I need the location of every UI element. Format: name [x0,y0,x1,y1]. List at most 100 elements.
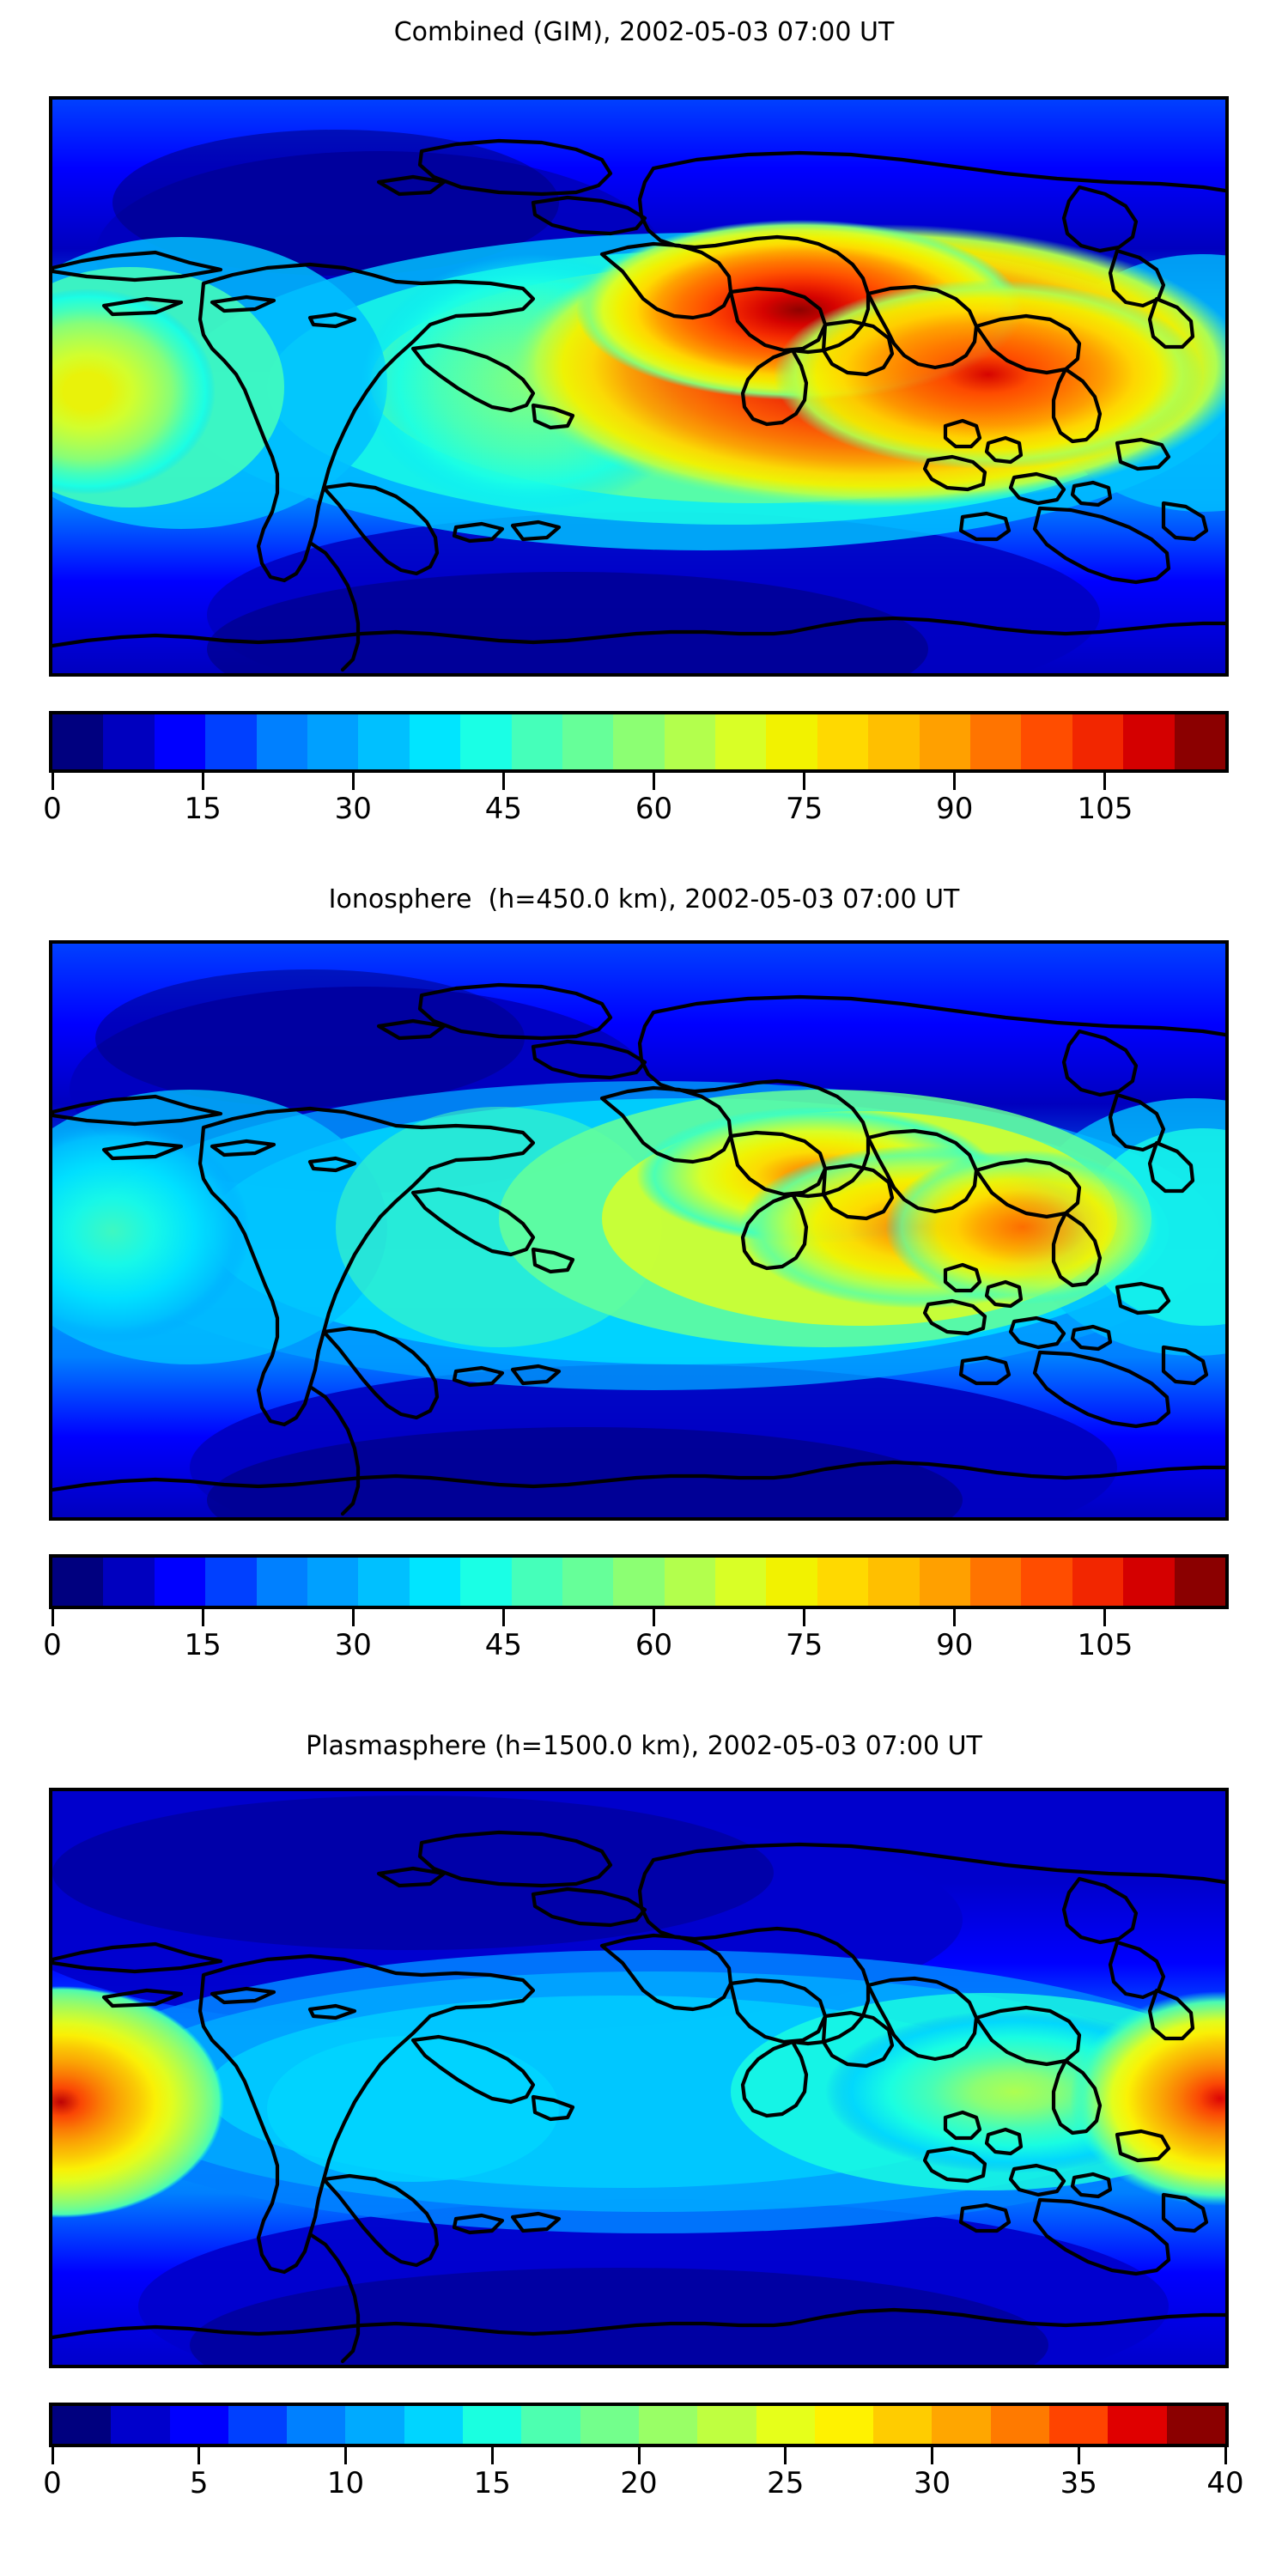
colorbar-band-2 [169,2406,228,2444]
colorbar-tick-label: 25 [767,2466,805,2500]
colorbar-band-19 [1021,1558,1072,1606]
colorbar-band-7 [463,2406,522,2444]
colorbar-combined: 0 15 30 45 60 75 90 105 [43,711,1229,831]
colorbar-tick-label: 35 [1060,2466,1097,2500]
colorbar-ticks-combined [49,773,1229,792]
colorbar-tick-label: 45 [484,1628,523,1662]
colorbar-band-0 [52,714,104,769]
colorbar-band-12 [664,714,716,769]
colorbar-tick-label: 40 [1206,2466,1244,2500]
colorbar-band-21 [1123,714,1175,769]
colorbar-band-11 [697,2406,756,2444]
colorbar-tick-label: 15 [184,792,222,826]
tec-field-combined [52,100,1225,673]
colorbar-band-3 [205,1558,257,1606]
colorbar-band-4 [256,714,307,769]
colorbar-ionosphere: 0 15 30 45 60 75 90 105 [43,1554,1229,1674]
panel-ionosphere: Ionosphere (h=450.0 km), 2002-05-03 07:0… [0,850,1288,1700]
colorbar-band-9 [511,714,562,769]
colorbar-tick-label: 90 [936,792,974,826]
colorbar-labels-combined: 0 15 30 45 60 75 90 105 [43,792,1229,829]
colorbar-gradient-ionosphere [49,1554,1229,1609]
colorbar-band-2 [154,714,206,769]
colorbar-band-17 [1049,2406,1109,2444]
colorbar-tick [653,773,655,790]
map-plasmasphere [49,1788,1229,2368]
colorbar-band-19 [1021,714,1072,769]
colorbar-band-9 [511,1558,562,1606]
colorbar-band-12 [664,1558,716,1606]
colorbar-tick [351,773,355,790]
colorbar-tick [931,2447,933,2464]
panel-title-ionosphere: Ionosphere (h=450.0 km), 2002-05-03 07:0… [328,884,960,914]
colorbar-band-18 [1108,2406,1167,2444]
colorbar-tick-label: 0 [43,1628,62,1662]
colorbar-tick-label: 10 [326,2466,365,2500]
colorbar-tick-label: 75 [786,792,823,826]
colorbar-band-14 [766,714,817,769]
colorbar-band-7 [409,714,461,769]
colorbar-band-16 [868,1558,920,1606]
coastlines-ionosphere [52,982,1225,1516]
colorbar-band-5 [307,714,359,769]
colorbar-tick [51,773,54,790]
colorbar-tick-label: 5 [189,2466,209,2500]
colorbar-tick [501,773,505,790]
colorbar-tick [1103,773,1107,790]
colorbar-band-6 [358,714,410,769]
colorbar-band-17 [919,1558,971,1606]
colorbar-tick [803,773,806,790]
colorbar-band-22 [1174,1558,1225,1606]
colorbar-tick [1103,1609,1107,1626]
colorbar-tick-label: 75 [786,1628,823,1662]
colorbar-band-15 [932,2406,991,2444]
colorbar-band-1 [103,714,155,769]
colorbar-tick [51,2447,54,2464]
colorbar-band-0 [52,1558,104,1606]
colorbar-tick-label: 0 [43,2466,62,2500]
colorbar-gradient-plasmasphere [49,2403,1229,2447]
colorbar-band-6 [404,2406,464,2444]
colorbar-tick [51,1609,54,1626]
colorbar-tick [490,2447,494,2464]
colorbar-ticks-plasmasphere [49,2447,1229,2466]
colorbar-plasmasphere: 0 5 10 15 20 25 30 35 40 [43,2403,1244,2523]
panel-plasmasphere: Plasmasphere (h=1500.0 km), 2002-05-03 0… [0,1709,1288,2576]
colorbar-band-4 [256,1558,307,1606]
colorbar-band-4 [287,2406,346,2444]
colorbar-labels-plasmasphere: 0 5 10 15 20 25 30 35 40 [43,2466,1243,2504]
colorbar-band-14 [873,2406,933,2444]
colorbar-tick [953,1609,957,1626]
colorbar-tick-label: 30 [334,792,372,826]
colorbar-band-18 [970,1558,1022,1606]
colorbar-tick [637,2447,641,2464]
colorbar-tick-label: 90 [936,1628,974,1662]
colorbar-tick-label: 45 [484,792,523,826]
colorbar-band-1 [111,2406,170,2444]
map-combined-gim [49,96,1229,677]
colorbar-band-11 [613,1558,665,1606]
colorbar-band-10 [562,714,614,769]
colorbar-band-13 [715,1558,767,1606]
colorbar-tick [201,1609,204,1626]
colorbar-band-6 [358,1558,410,1606]
colorbar-band-13 [715,714,767,769]
colorbar-band-20 [1072,714,1124,769]
tec-field-plasmasphere [52,1791,1225,2365]
colorbar-band-5 [345,2406,404,2444]
colorbar-band-10 [562,1558,614,1606]
colorbar-band-1 [103,1558,155,1606]
colorbar-tick [653,1609,655,1626]
colorbar-band-5 [307,1558,359,1606]
colorbar-band-14 [766,1558,817,1606]
colorbar-tick [501,1609,505,1626]
colorbar-tick-label: 105 [1077,1628,1133,1662]
colorbar-tick-label: 60 [635,792,673,826]
colorbar-tick [201,773,204,790]
colorbar-band-21 [1123,1558,1175,1606]
colorbar-band-15 [817,1558,869,1606]
colorbar-band-0 [52,2406,112,2444]
colorbar-band-8 [521,2406,580,2444]
colorbar-tick-label: 15 [473,2466,511,2500]
